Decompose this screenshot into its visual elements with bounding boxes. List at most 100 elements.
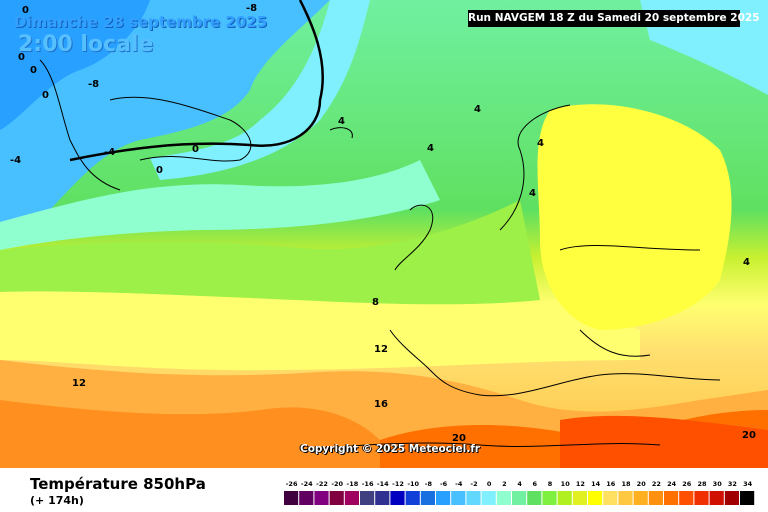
legend-label: 2 bbox=[502, 480, 507, 488]
contour-label: 0 bbox=[42, 90, 49, 101]
model-run-label: Run NAVGEM 18 Z du Samedi 20 septembre 2… bbox=[468, 10, 760, 27]
legend-label: 6 bbox=[533, 480, 538, 488]
legend-label: -2 bbox=[470, 480, 477, 488]
legend-swatch bbox=[694, 491, 709, 505]
legend-swatch bbox=[542, 491, 557, 505]
legend-label: 26 bbox=[682, 480, 692, 488]
contour-label: -4 bbox=[104, 147, 115, 158]
legend-swatch bbox=[572, 491, 587, 505]
legend-swatch bbox=[299, 491, 314, 505]
mild-belt bbox=[0, 200, 540, 305]
legend-label: 24 bbox=[667, 480, 677, 488]
contour-label: 0 bbox=[18, 52, 25, 63]
contour-label: 0 bbox=[192, 144, 199, 155]
isotherm-zero bbox=[69, 0, 324, 162]
legend-swatch bbox=[512, 491, 527, 505]
contour-label: 4 bbox=[427, 143, 434, 154]
legend-swatch bbox=[618, 491, 633, 505]
legend-swatch bbox=[496, 491, 511, 505]
contour-label: 4 bbox=[743, 257, 750, 268]
contour-label: 20 bbox=[742, 430, 756, 441]
legend-label: 0 bbox=[487, 480, 492, 488]
legend-swatch bbox=[679, 491, 694, 505]
legend-swatch bbox=[360, 491, 375, 505]
legend-label: 14 bbox=[591, 480, 601, 488]
legend-label: 34 bbox=[743, 480, 753, 488]
legend-label: -18 bbox=[347, 480, 359, 488]
legend-label: 18 bbox=[621, 480, 631, 488]
legend-swatch bbox=[740, 491, 755, 505]
coastlines bbox=[39, 59, 721, 451]
contour-label: 0 bbox=[156, 165, 163, 176]
colder-region-west bbox=[0, 0, 150, 130]
legend-label: -24 bbox=[301, 480, 313, 488]
legend-swatch bbox=[588, 491, 603, 505]
field-title: Température 850hPa bbox=[30, 475, 206, 493]
legend-swatch bbox=[603, 491, 618, 505]
legend-label: 8 bbox=[548, 480, 553, 488]
legend-swatch bbox=[390, 491, 405, 505]
legend-swatch bbox=[344, 491, 359, 505]
forecast-date: Dimanche 28 septembre 2025 bbox=[14, 13, 268, 31]
warm-blob-east bbox=[537, 104, 732, 330]
legend-label: 16 bbox=[606, 480, 616, 488]
legend-label: 4 bbox=[517, 480, 522, 488]
contour-label: 20 bbox=[452, 433, 466, 444]
legend-label: 22 bbox=[652, 480, 661, 488]
forecast-local-time: 2:00 locale bbox=[18, 32, 154, 57]
legend-swatch bbox=[420, 491, 435, 505]
hottest-southeast bbox=[560, 415, 768, 468]
contour-label: 4 bbox=[537, 138, 544, 149]
contour-label: -8 bbox=[88, 79, 99, 90]
cold-band bbox=[150, 0, 370, 180]
legend-swatch bbox=[633, 491, 648, 505]
legend-label: 12 bbox=[576, 480, 585, 488]
contour-label: -4 bbox=[10, 155, 21, 166]
legend-label: 28 bbox=[697, 480, 707, 488]
legend-label: -10 bbox=[407, 480, 419, 488]
legend-label: 10 bbox=[561, 480, 571, 488]
contour-label: 4 bbox=[474, 104, 481, 115]
legend-swatch bbox=[314, 491, 329, 505]
contour-label: 4 bbox=[338, 116, 345, 127]
legend-swatch bbox=[375, 491, 390, 505]
temperature-map: -8 0 0 0 0 -8 -4 -4 0 0 4 4 4 4 4 4 8 12… bbox=[0, 0, 768, 468]
legend-swatch bbox=[436, 491, 451, 505]
legend-label: 32 bbox=[728, 480, 737, 488]
legend-label: -26 bbox=[286, 480, 298, 488]
warm-belt bbox=[0, 291, 640, 371]
contour-label: -8 bbox=[246, 3, 257, 14]
lead-time: (+ 174h) bbox=[30, 494, 84, 507]
hotter-southwest bbox=[0, 400, 380, 468]
contour-label: 12 bbox=[72, 378, 86, 389]
legend-swatch bbox=[527, 491, 542, 505]
color-scale-legend: -26 -24 -22 -20 -18 -16 -14 -12 -10 -8 -6 -4 -2 0 2 4 6 8… bbox=[284, 480, 755, 505]
legend-swatch bbox=[451, 491, 466, 505]
legend-label: 30 bbox=[713, 480, 723, 488]
legend-label: -12 bbox=[392, 480, 404, 488]
legend-swatch bbox=[405, 491, 420, 505]
contour-label: 0 bbox=[30, 65, 37, 76]
legend-label: -22 bbox=[316, 480, 328, 488]
contour-label: 0 bbox=[22, 5, 29, 16]
legend-label: -4 bbox=[455, 480, 463, 488]
legend-swatch bbox=[466, 491, 481, 505]
contour-label: 16 bbox=[374, 399, 388, 410]
copyright-text: Copyright © 2025 Meteociel.fr bbox=[300, 443, 480, 455]
legend-label: 20 bbox=[637, 480, 647, 488]
legend-label: -6 bbox=[440, 480, 448, 488]
cool-belt bbox=[0, 160, 440, 250]
contour-label: 12 bbox=[374, 344, 388, 355]
contour-label: 4 bbox=[529, 188, 536, 199]
legend-swatch bbox=[329, 491, 344, 505]
legend-swatch bbox=[664, 491, 679, 505]
legend-label: -14 bbox=[377, 480, 389, 488]
legend-label: -16 bbox=[362, 480, 374, 488]
contour-label: 8 bbox=[372, 297, 379, 308]
legend-swatch bbox=[648, 491, 663, 505]
legend-swatch bbox=[557, 491, 572, 505]
legend-swatch bbox=[709, 491, 724, 505]
legend-swatch bbox=[284, 491, 299, 505]
legend-swatch bbox=[481, 491, 496, 505]
legend-swatch bbox=[724, 491, 739, 505]
